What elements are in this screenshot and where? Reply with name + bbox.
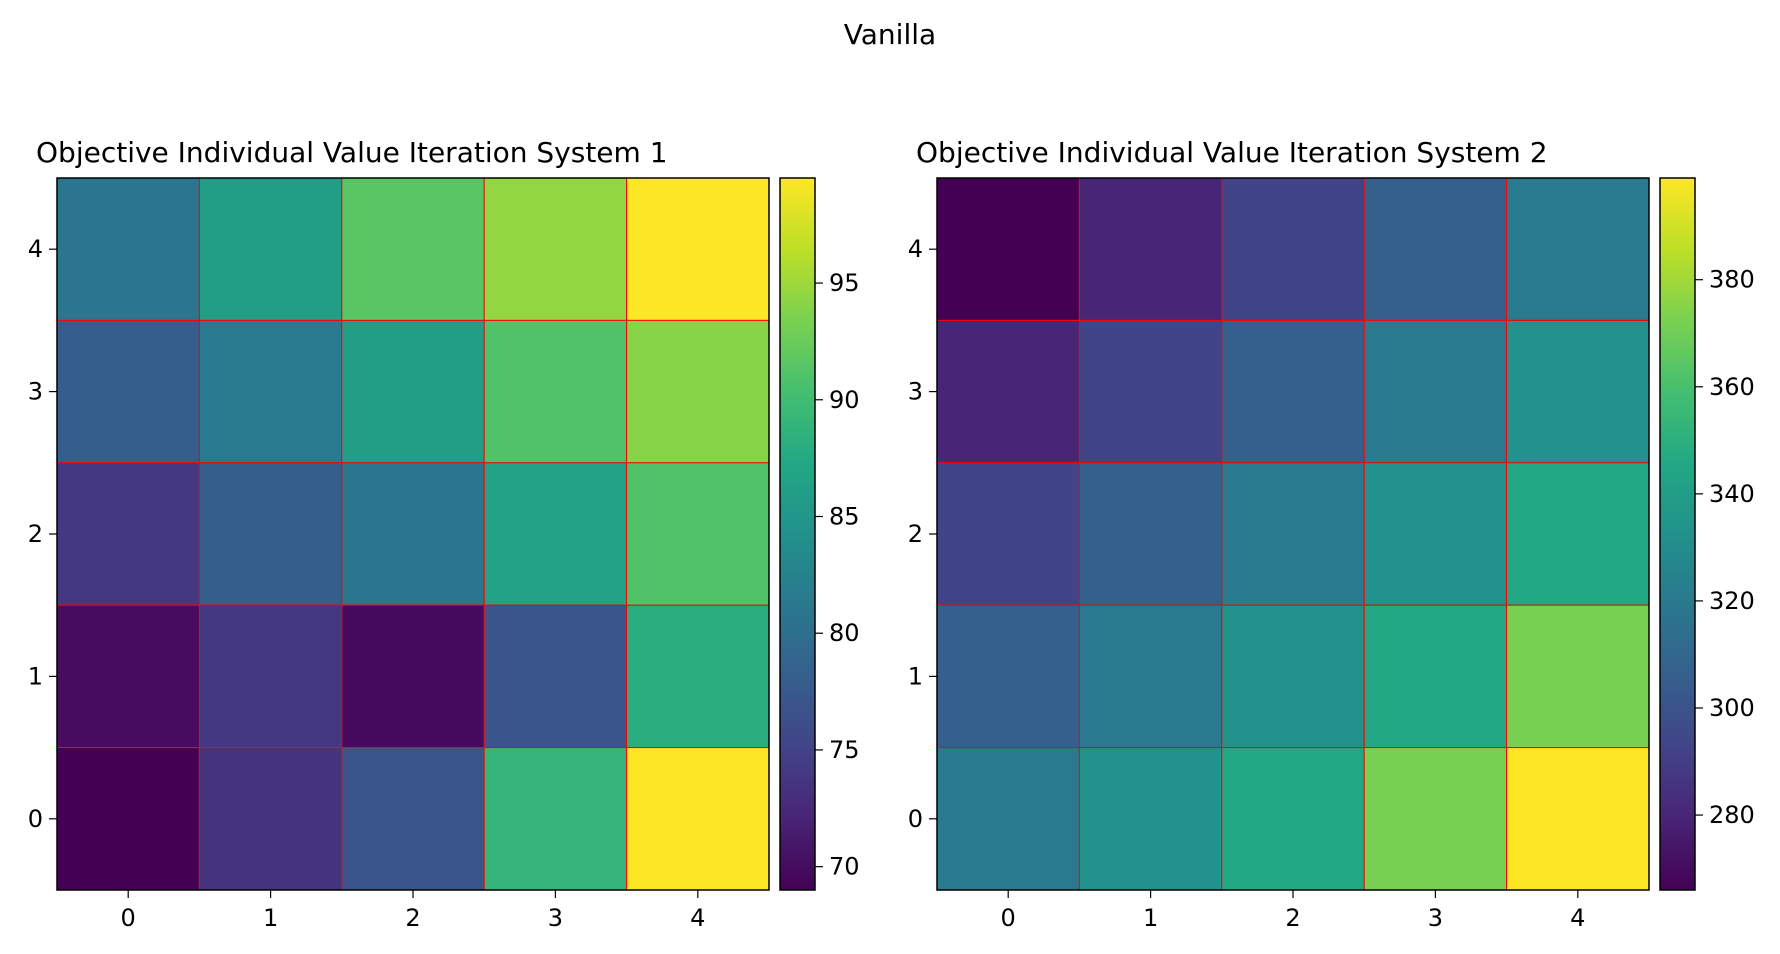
heatmap-cell <box>1506 319 1650 464</box>
heatmap-cell <box>1221 177 1365 321</box>
x-tick-label: 4 <box>690 904 705 932</box>
heatmap-cell <box>341 604 485 749</box>
panel-1-colorbar-ticks: 70 75 80 85 90 95 <box>815 269 860 881</box>
heatmap-cell <box>1221 747 1365 891</box>
heatmap-cell <box>483 604 628 749</box>
heatmap-cell <box>1506 604 1650 749</box>
heatmap-cell <box>1221 319 1365 464</box>
heatmap-cell <box>341 319 485 464</box>
heatmap-cell <box>936 177 1080 321</box>
colorbar-tick-label: 90 <box>829 386 860 414</box>
heatmap-panel-2: Objective Individual Value Iteration Sys… <box>908 136 1755 932</box>
heatmap-cell <box>626 177 770 321</box>
heatmap-cell <box>1221 462 1365 606</box>
heatmap-cell <box>198 747 343 891</box>
panel-2-cells <box>936 177 1650 891</box>
heatmap-cell <box>626 747 770 891</box>
colorbar-tick-label: 300 <box>1709 694 1755 722</box>
heatmap-cell <box>198 177 343 321</box>
panel-1-title: Objective Individual Value Iteration Sys… <box>36 136 668 169</box>
colorbar-tick-label: 340 <box>1709 480 1755 508</box>
y-tick-label: 4 <box>908 235 923 263</box>
heatmap-cell <box>1506 462 1650 606</box>
y-tick-label: 0 <box>28 805 43 833</box>
heatmap-cell <box>483 319 628 464</box>
x-tick-label: 3 <box>1428 904 1443 932</box>
heatmap-cell <box>483 747 628 891</box>
x-tick-label: 2 <box>405 904 420 932</box>
heatmap-cell <box>198 319 343 464</box>
x-tick-label: 1 <box>1143 904 1158 932</box>
y-tick-label: 1 <box>28 662 43 690</box>
colorbar-tick-label: 80 <box>829 619 860 647</box>
colorbar-tick-label: 280 <box>1709 801 1755 829</box>
heatmap-cell <box>198 462 343 606</box>
y-tick-label: 4 <box>28 235 43 263</box>
heatmap-cell <box>1506 177 1650 321</box>
y-tick-label: 3 <box>28 378 43 406</box>
colorbar-tick-label: 70 <box>829 853 860 881</box>
heatmap-cell <box>936 604 1080 749</box>
heatmap-cell <box>483 177 628 321</box>
x-tick-label: 2 <box>1285 904 1300 932</box>
heatmap-cell <box>1363 747 1508 891</box>
heatmap-cell <box>341 177 485 321</box>
x-tick-label: 0 <box>121 904 136 932</box>
y-tick-label: 1 <box>908 662 923 690</box>
colorbar-tick-label: 95 <box>829 269 860 297</box>
heatmap-cell <box>483 462 628 606</box>
heatmap-cell <box>1363 462 1508 606</box>
heatmap-cell <box>626 462 770 606</box>
panel-2-y-ticks: 0 1 2 3 4 <box>908 235 937 833</box>
heatmap-cell <box>936 462 1080 606</box>
panel-1-y-ticks: 0 1 2 3 4 <box>28 235 57 833</box>
heatmap-cell <box>1221 604 1365 749</box>
panel-2-colorbar <box>1659 177 1696 891</box>
heatmap-cell <box>1078 604 1223 749</box>
heatmap-cell <box>198 604 343 749</box>
panel-2-colorbar-ticks: 280 300 320 340 360 380 <box>1695 266 1755 829</box>
y-tick-label: 3 <box>908 378 923 406</box>
heatmap-cell <box>1363 604 1508 749</box>
heatmap-cell <box>1363 177 1508 321</box>
colorbar-tick-label: 75 <box>829 736 860 764</box>
panel-1-colorbar <box>779 177 816 891</box>
panel-1-cells <box>56 177 770 891</box>
figure-suptitle: Vanilla <box>844 18 936 51</box>
heatmap-cell <box>56 747 200 891</box>
heatmap-cell <box>1078 747 1223 891</box>
heatmap-cell <box>1078 177 1223 321</box>
heatmap-cell <box>936 747 1080 891</box>
colorbar-tick-label: 380 <box>1709 266 1755 294</box>
heatmap-cell <box>626 604 770 749</box>
heatmap-cell <box>56 319 200 464</box>
panel-2-x-ticks: 0 1 2 3 4 <box>1001 890 1585 932</box>
x-tick-label: 3 <box>548 904 563 932</box>
y-tick-label: 2 <box>908 520 923 548</box>
x-tick-label: 4 <box>1570 904 1585 932</box>
colorbar-tick-label: 320 <box>1709 587 1755 615</box>
heatmap-cell <box>626 319 770 464</box>
heatmap-cell <box>936 319 1080 464</box>
heatmap-cell <box>1506 747 1650 891</box>
heatmap-cell <box>56 177 200 321</box>
y-tick-label: 0 <box>908 805 923 833</box>
heatmap-cell <box>341 462 485 606</box>
colorbar-tick-label: 360 <box>1709 373 1755 401</box>
x-tick-label: 1 <box>263 904 278 932</box>
heatmap-panel-1: Objective Individual Value Iteration Sys… <box>28 136 860 932</box>
y-tick-label: 2 <box>28 520 43 548</box>
heatmap-cell <box>341 747 485 891</box>
heatmap-cell <box>1078 462 1223 606</box>
x-tick-label: 0 <box>1001 904 1016 932</box>
heatmap-cell <box>1363 319 1508 464</box>
heatmap-cell <box>56 604 200 749</box>
panel-2-title: Objective Individual Value Iteration Sys… <box>916 136 1548 169</box>
heatmap-cell <box>56 462 200 606</box>
colorbar-tick-label: 85 <box>829 502 860 530</box>
heatmap-cell <box>1078 319 1223 464</box>
panel-1-x-ticks: 0 1 2 3 4 <box>121 890 705 932</box>
